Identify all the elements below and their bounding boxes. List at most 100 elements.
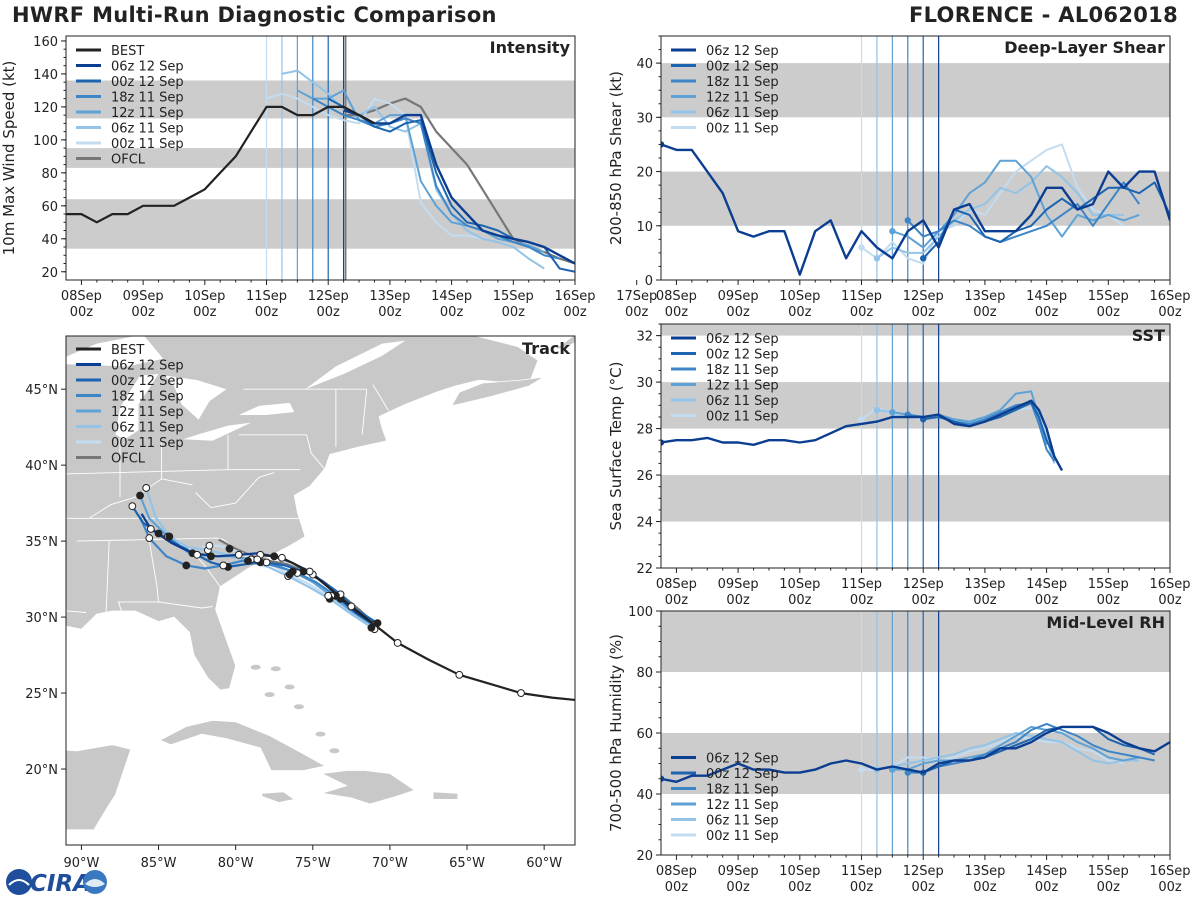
y-axis-label: Sea Surface Temp (°C): [607, 361, 625, 530]
lat-tick-label: 40°N: [25, 459, 58, 474]
gray-band: [661, 324, 1170, 336]
y-tick-label: 20: [41, 266, 58, 281]
y-tick-label: 80: [41, 167, 58, 182]
x-tick-label: 00z: [1158, 880, 1182, 895]
y-tick-label: 0: [645, 274, 653, 289]
legend-label: 18z 11 Sep: [111, 390, 184, 405]
legend-label: 18z 11 Sep: [706, 75, 779, 90]
x-tick-label: 00z: [912, 305, 936, 320]
y-tick-label: 30: [636, 376, 653, 391]
init-marker: [858, 416, 865, 423]
x-tick-label: 00z: [788, 880, 812, 895]
init-marker: [889, 228, 896, 235]
x-tick-label: 00z: [625, 305, 649, 320]
x-tick-label: 00z: [788, 305, 812, 320]
x-tick-label: 09Sep: [718, 577, 759, 592]
track-marker: [367, 623, 376, 632]
track-marker: [324, 591, 333, 600]
x-tick-label: 17Sep: [616, 289, 657, 304]
legend-label: 12z 11 Sep: [706, 798, 779, 813]
legend-label: OFCL: [111, 452, 146, 467]
x-tick-label: 14Sep: [1026, 289, 1067, 304]
x-tick-label: 11Sep: [841, 289, 882, 304]
panel-title: Mid-Level RH: [1046, 613, 1165, 632]
x-tick-label: 08Sep: [656, 577, 697, 592]
init-marker: [661, 439, 665, 446]
gray-band: [661, 382, 1170, 429]
legend-label: 12z 11 Sep: [111, 106, 184, 121]
state-border: [105, 541, 110, 613]
track-marker: [278, 553, 286, 562]
legend-label: BEST: [111, 343, 144, 358]
legend-label: 00z 11 Sep: [111, 436, 184, 451]
legend-label: 00z 12 Sep: [111, 75, 184, 90]
legend-label: 12z 11 Sep: [111, 405, 184, 420]
state-border: [66, 610, 87, 613]
lon-tick-label: 85°W: [141, 856, 177, 871]
legend-label: 18z 11 Sep: [706, 783, 779, 798]
jamaica-land: [261, 791, 296, 803]
x-tick-label: 10Sep: [779, 864, 820, 879]
lake-erie: [183, 422, 252, 441]
st-lawrence-river: [305, 340, 406, 390]
legend-label: 00z 12 Sep: [111, 374, 184, 389]
track-marker: [285, 570, 294, 579]
lon-tick-label: 80°W: [218, 856, 254, 871]
x-tick-label: 00z: [1035, 880, 1059, 895]
y-tick-label: 40: [636, 57, 653, 72]
init-marker: [920, 255, 927, 262]
x-tick-label: 00z: [1035, 305, 1059, 320]
x-tick-label: 00z: [973, 593, 997, 608]
lat-tick-label: 25°N: [25, 687, 58, 702]
track-frame: [65, 335, 576, 846]
legend-label: 00z 11 Sep: [706, 122, 779, 137]
state-border: [195, 472, 275, 509]
legend-label: 06z 12 Sep: [111, 359, 184, 374]
track-marker: [128, 502, 137, 511]
y-tick-label: 20: [636, 166, 653, 181]
series-line-18z-11-sep: [907, 722, 1155, 774]
x-tick-label: 12Sep: [308, 289, 349, 304]
cuba-land: [159, 719, 327, 771]
nova-scotia-land: [450, 376, 545, 407]
bahamas-island: [270, 666, 281, 672]
track-marker: [146, 525, 155, 533]
lon-tick-label: 75°W: [295, 856, 331, 871]
track-marker: [207, 552, 215, 561]
legend-label: OFCL: [111, 153, 146, 168]
y-tick-label: 32: [636, 330, 653, 345]
x-tick-label: 00z: [255, 305, 279, 320]
x-tick-label: 00z: [912, 880, 936, 895]
track-marker: [244, 556, 252, 565]
intensity-panel: 2040608010012014016008Sep00z09Sep00z10Se…: [0, 35, 657, 320]
track-marker: [225, 544, 234, 553]
x-tick-label: 00z: [912, 593, 936, 608]
lake-huron: [164, 375, 227, 420]
x-tick-label: 00z: [378, 305, 402, 320]
y-tick-label: 28: [636, 423, 653, 438]
track-marker: [393, 639, 402, 647]
y-tick-label: 80: [636, 666, 653, 681]
x-tick-label: 00z: [1158, 305, 1182, 320]
x-tick-label: 00z: [1097, 593, 1121, 608]
x-tick-label: 10Sep: [779, 577, 820, 592]
bahamas-island: [329, 748, 340, 754]
x-tick-label: 11Sep: [841, 577, 882, 592]
y-tick-label: 120: [33, 101, 58, 116]
x-tick-label: 00z: [726, 880, 750, 895]
init-marker: [858, 244, 865, 251]
x-tick-label: 00z: [440, 305, 464, 320]
lat-tick-label: 45°N: [25, 383, 58, 398]
x-tick-label: 15Sep: [1088, 289, 1129, 304]
x-tick-label: 13Sep: [964, 577, 1005, 592]
legend-label: 18z 11 Sep: [706, 363, 779, 378]
x-tick-label: 11Sep: [841, 864, 882, 879]
series-line-06z-12-sep: [343, 109, 575, 265]
track-marker: [193, 550, 202, 559]
legend-label: 00z 11 Sep: [111, 137, 184, 152]
state-border: [361, 389, 368, 435]
north-america-land: [66, 336, 539, 691]
x-tick-label: 09Sep: [123, 289, 164, 304]
series-line-06z-12-sep: [661, 143, 1170, 276]
state-border: [238, 434, 326, 470]
